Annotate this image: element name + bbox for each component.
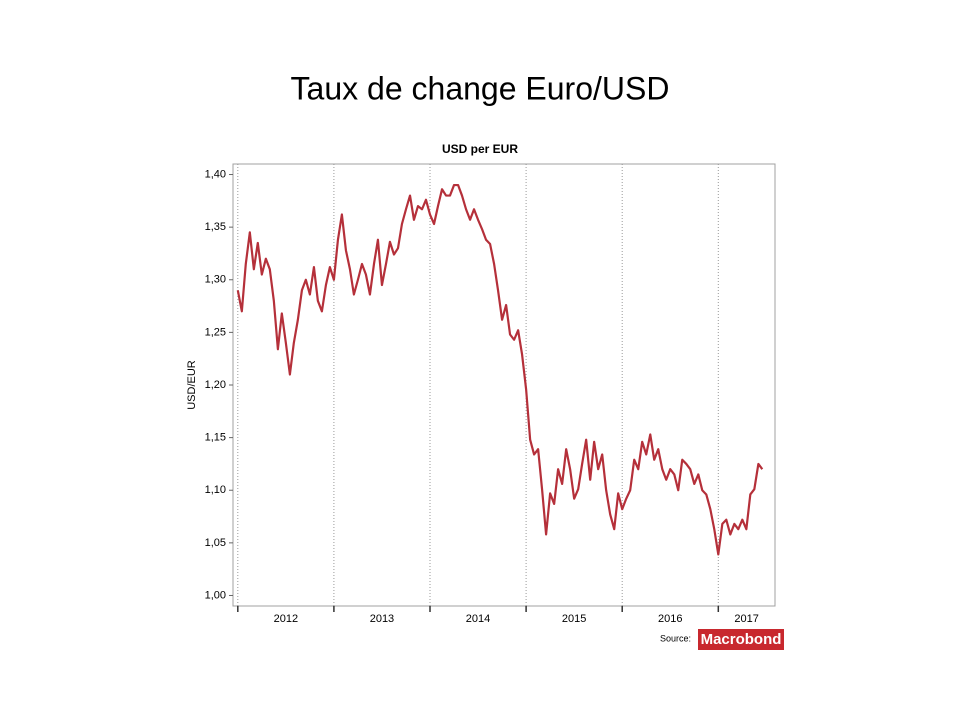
y-tick-label: 1,05	[205, 537, 226, 549]
y-axis-label: USD/EUR	[186, 360, 198, 410]
source-label: Source:	[660, 633, 691, 643]
slide-title: Taux de change Euro/USD	[291, 70, 670, 106]
data-line	[236, 183, 764, 556]
y-tick-label: 1,20	[205, 379, 226, 391]
y-tick-label: 1,40	[205, 168, 226, 180]
x-tick-label: 2013	[370, 613, 394, 625]
y-tick-label: 1,35	[205, 221, 226, 233]
x-tick-label: 2016	[658, 613, 682, 625]
plot-frame	[232, 163, 776, 607]
y-tick-label: 1,30	[205, 274, 226, 286]
y-tick-label: 1,00	[205, 589, 226, 601]
y-tick-label: 1,25	[205, 326, 226, 338]
x-tick-label: 2012	[274, 613, 298, 625]
chart-title: USD per EUR	[442, 142, 518, 156]
source-logo: Macrobond	[701, 631, 782, 648]
logo-box	[698, 629, 784, 650]
x-tick-label: 2017	[734, 613, 758, 625]
y-tick-label: 1,10	[205, 484, 226, 496]
x-tick-label: 2015	[562, 613, 586, 625]
y-tick-label: 1,15	[205, 432, 226, 444]
x-tick-label: 2014	[466, 613, 490, 625]
